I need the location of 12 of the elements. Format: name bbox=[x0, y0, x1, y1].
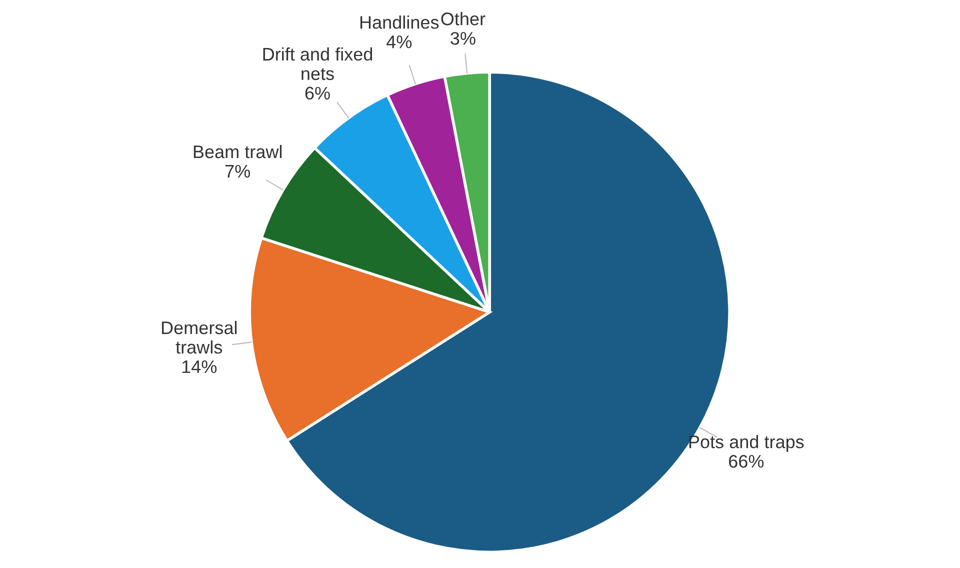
data-label: 3% bbox=[450, 32, 476, 45]
slice-label: Drift and fixed nets bbox=[263, 47, 372, 80]
data-label: 14% bbox=[182, 360, 217, 374]
slice-label: Pots and traps bbox=[689, 435, 804, 452]
data-label: 6% bbox=[305, 86, 330, 100]
data-label: 4% bbox=[386, 36, 412, 48]
data-label: 7% bbox=[225, 164, 250, 178]
slice-label: Demersal trawls bbox=[162, 320, 237, 354]
slice-label: Beam trawl bbox=[194, 144, 282, 158]
data-label: 66% bbox=[729, 454, 764, 468]
slice-label: Other bbox=[441, 12, 486, 26]
slice-label: Handlines bbox=[360, 16, 439, 29]
